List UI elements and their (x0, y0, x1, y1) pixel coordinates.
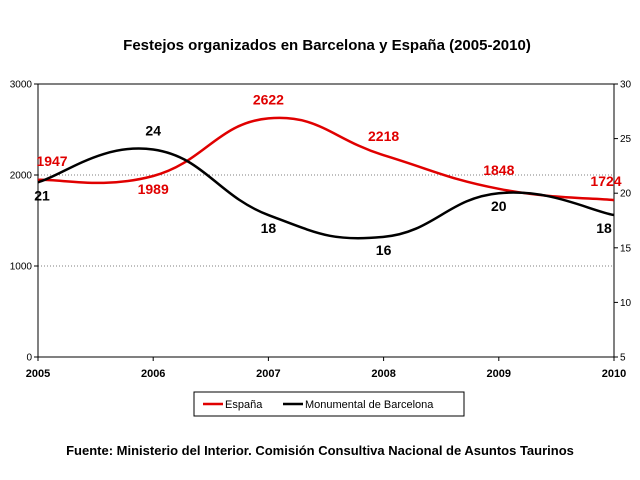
data-label-barcelona: 21 (34, 187, 50, 203)
data-label-barcelona: 24 (145, 123, 161, 139)
legend-label-espana: España (225, 399, 263, 411)
y-right-tick-label: 15 (620, 243, 632, 254)
data-label-barcelona: 18 (261, 220, 277, 236)
data-label-barcelona: 16 (376, 242, 392, 258)
data-label-barcelona: 20 (491, 198, 507, 214)
data-label-espana: 1724 (590, 173, 621, 189)
data-label-espana: 1989 (138, 181, 169, 197)
y-left-tick-label: 3000 (10, 80, 33, 91)
legend-label-barcelona: Monumental de Barcelona (305, 399, 434, 411)
x-tick-label: 2008 (371, 368, 395, 380)
plot-area (37, 83, 615, 358)
y-left-tick-label: 1000 (10, 262, 33, 273)
data-label-espana: 1947 (36, 153, 67, 169)
x-tick-label: 2010 (602, 368, 626, 380)
legend: España Monumental de Barcelona (193, 391, 465, 417)
data-labels: 1947 1989 2622 2218 1848 1724 21 24 18 16 20 18 (34, 91, 622, 257)
data-label-barcelona: 18 (596, 220, 612, 236)
series-line-barcelona (37, 147, 615, 240)
y-left-tick-label: 0 (26, 353, 32, 364)
chart-title: Festejos organizados en Barcelona y Espa… (123, 37, 531, 54)
x-tick-label: 2009 (487, 368, 511, 380)
y-right-tick-label: 20 (620, 189, 632, 200)
y-right-tick-label: 25 (620, 134, 632, 145)
source-note: Fuente: Ministerio del Interior. Comisió… (66, 443, 574, 458)
y-right-tick-label: 5 (620, 353, 626, 364)
series-line-espana (37, 116, 615, 202)
y-right-tick-label: 30 (620, 80, 632, 91)
series-lines (37, 116, 615, 240)
data-label-espana: 2622 (253, 91, 284, 107)
y-left-tick-label: 2000 (10, 171, 33, 182)
x-tick-label: 2007 (256, 368, 280, 380)
x-tick-label: 2005 (26, 368, 50, 380)
legend-box (193, 391, 465, 417)
data-label-espana: 1848 (483, 162, 514, 178)
axes: 0 1000 2000 3000 5 10 15 20 25 30 2005 2006 2007 2008… (10, 80, 632, 381)
y-right-tick-label: 10 (620, 298, 632, 309)
data-label-espana: 2218 (368, 128, 399, 144)
x-tick-label: 2006 (141, 368, 165, 380)
